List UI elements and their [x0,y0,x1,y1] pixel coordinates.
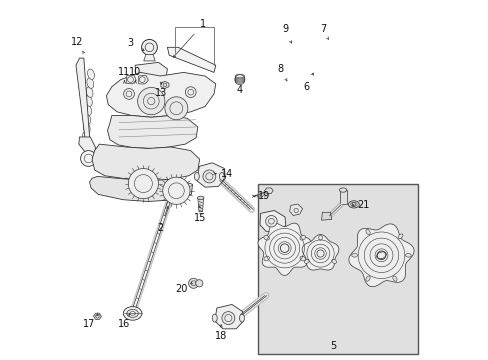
Text: 21: 21 [357,200,369,210]
Ellipse shape [392,276,396,281]
Text: 7: 7 [320,24,326,35]
Polygon shape [135,80,158,94]
Ellipse shape [85,96,92,106]
Text: 14: 14 [221,168,233,179]
Text: 5: 5 [329,341,336,351]
Circle shape [164,97,187,120]
Polygon shape [135,62,167,80]
Polygon shape [89,176,192,202]
Polygon shape [196,163,225,187]
Polygon shape [92,144,199,181]
Ellipse shape [405,253,410,257]
Ellipse shape [235,77,244,81]
Ellipse shape [351,253,357,257]
Ellipse shape [339,188,346,192]
Text: 15: 15 [193,213,205,222]
Circle shape [265,216,277,227]
Circle shape [195,280,203,287]
Circle shape [163,177,190,204]
Polygon shape [321,212,331,220]
Text: 19: 19 [258,191,270,201]
Ellipse shape [235,76,244,80]
Ellipse shape [219,172,224,180]
Text: 17: 17 [83,319,96,329]
Ellipse shape [318,235,322,240]
Ellipse shape [83,123,90,133]
Polygon shape [76,58,89,140]
Ellipse shape [194,172,199,180]
Bar [258,184,417,354]
Ellipse shape [235,75,244,79]
Polygon shape [106,72,215,117]
Ellipse shape [397,234,402,239]
Polygon shape [289,204,302,216]
Polygon shape [348,224,413,287]
Ellipse shape [365,229,369,235]
Polygon shape [107,116,198,148]
Circle shape [185,87,196,98]
Ellipse shape [84,114,91,124]
Ellipse shape [212,314,217,322]
Polygon shape [339,190,346,204]
Text: 4: 4 [236,85,243,95]
Polygon shape [143,54,155,61]
Text: 10: 10 [129,67,142,77]
Ellipse shape [239,314,244,322]
Text: 16: 16 [118,319,130,329]
Polygon shape [93,313,101,319]
Text: 3: 3 [127,38,134,48]
Text: 6: 6 [303,82,308,92]
Circle shape [123,89,134,99]
Polygon shape [161,81,168,89]
Ellipse shape [264,256,269,261]
Polygon shape [260,211,285,232]
Ellipse shape [86,87,93,98]
Circle shape [222,312,234,324]
Ellipse shape [299,235,305,240]
Ellipse shape [123,307,142,320]
Ellipse shape [264,235,269,240]
Ellipse shape [299,256,305,261]
Text: 11: 11 [118,67,130,77]
Polygon shape [79,137,96,155]
Circle shape [81,150,96,166]
Polygon shape [264,188,273,194]
Polygon shape [126,75,136,84]
Circle shape [203,170,215,183]
Text: 1: 1 [200,19,206,29]
Circle shape [128,168,158,199]
Circle shape [137,87,164,115]
Ellipse shape [87,69,94,80]
Ellipse shape [348,201,359,208]
Ellipse shape [82,132,89,142]
Polygon shape [214,305,243,329]
Polygon shape [198,198,203,212]
Text: 8: 8 [277,64,283,74]
Ellipse shape [235,80,244,83]
Ellipse shape [84,105,91,115]
Text: 9: 9 [282,24,287,35]
Ellipse shape [331,260,336,264]
Polygon shape [167,47,215,72]
Text: 18: 18 [215,331,227,341]
Text: 20: 20 [175,284,187,294]
Text: 12: 12 [70,37,82,47]
Ellipse shape [235,78,244,82]
Polygon shape [258,223,311,275]
Circle shape [188,278,198,288]
Ellipse shape [365,276,369,281]
Ellipse shape [304,260,308,264]
Text: 2: 2 [157,224,163,233]
Polygon shape [302,234,338,270]
Circle shape [142,40,157,55]
Ellipse shape [197,196,203,200]
Ellipse shape [87,78,94,89]
Polygon shape [139,75,148,84]
Text: 13: 13 [155,88,167,98]
Ellipse shape [235,74,244,78]
